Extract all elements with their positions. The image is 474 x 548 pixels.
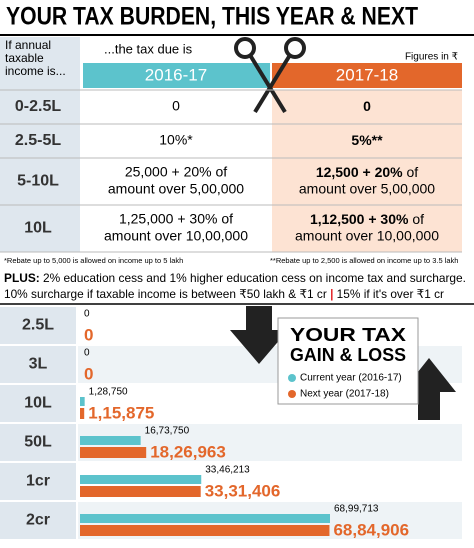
tax-2017-bold: 0 xyxy=(363,98,371,114)
value-label: 1,15,875 xyxy=(88,403,154,422)
legend-swatch xyxy=(288,374,296,382)
down-arrow xyxy=(230,306,288,364)
tax-2017-rest: of xyxy=(408,211,424,227)
plus-text: 15% if it's over ₹1 cr xyxy=(333,287,444,301)
value-label: 0 xyxy=(84,364,93,383)
title: YOUR TAX BURDEN, THIS YEAR & NEXT xyxy=(6,3,418,31)
value-label: 33,46,213 xyxy=(205,465,250,476)
plus-line: PLUS: 2% education cess and 1% higher ed… xyxy=(4,271,466,285)
value-label: 0 xyxy=(84,309,90,320)
year2-band xyxy=(272,63,462,88)
category-cell xyxy=(0,346,76,383)
legend-title: GAIN & LOSS xyxy=(290,345,406,365)
footnote: **Rebate up to 2,500 is allowed on incom… xyxy=(270,256,458,265)
tax-2017-rest: of xyxy=(403,164,419,180)
tax-2016: 0 xyxy=(172,98,180,114)
plus-line: 10% surcharge if taxable income is betwe… xyxy=(4,287,444,301)
income: 5-10L xyxy=(17,173,59,190)
category-label: 10L xyxy=(24,395,52,412)
tax-2016: amount over 5,00,000 xyxy=(108,181,244,197)
footnote: *Rebate up to 5,000 is allowed on income… xyxy=(4,256,183,265)
category-cell xyxy=(0,502,76,539)
header-income: If annual xyxy=(5,38,51,52)
value-label: 68,84,906 xyxy=(333,520,409,539)
tax-2017-bold: 12,500 + 20% xyxy=(316,164,403,180)
scissor-blade xyxy=(248,53,287,114)
legend-label: Current year (2016-17) xyxy=(300,373,402,384)
category-label: 50L xyxy=(24,434,52,451)
plus-label: PLUS: xyxy=(4,271,40,285)
bar xyxy=(80,525,330,536)
scissor-blade xyxy=(253,53,292,114)
tax-2017: amount over 5,00,000 xyxy=(299,181,435,197)
bar xyxy=(80,486,201,497)
year2-label: 2017-18 xyxy=(336,65,398,84)
header-income: taxable xyxy=(5,51,44,65)
tax-2017: 0 xyxy=(363,98,371,114)
category-label: 2cr xyxy=(26,512,50,529)
tax-2017: 1,12,500 + 30% of xyxy=(310,211,424,227)
legend-label: Next year (2017-18) xyxy=(300,389,389,400)
separator: | xyxy=(330,287,333,301)
scissor-handle xyxy=(234,37,256,59)
category-cell xyxy=(0,463,76,500)
tax-2016: 25,000 + 20% of xyxy=(125,164,227,180)
legend-title: YOUR TAX xyxy=(290,325,406,345)
value-label: 18,26,963 xyxy=(150,442,226,461)
bar xyxy=(80,408,85,419)
tax-2017: 12,500 + 20% of xyxy=(316,164,418,180)
income-column xyxy=(0,37,80,252)
category-cell xyxy=(0,307,76,344)
plus-text: 10% surcharge if taxable income is betwe… xyxy=(4,287,330,301)
bar xyxy=(80,397,85,406)
value-label: 68,99,713 xyxy=(334,504,379,515)
new-year-column xyxy=(272,90,462,252)
value-label: 0 xyxy=(84,348,90,359)
category-label: 2.5L xyxy=(22,317,54,334)
tax-2016: 10%* xyxy=(159,132,193,148)
legend-swatch xyxy=(288,390,296,398)
header-income: income is... xyxy=(5,64,66,78)
category-label: 1cr xyxy=(26,473,50,490)
bar xyxy=(80,475,202,484)
year1-band xyxy=(83,63,270,88)
header-tax-due: ...the tax due is xyxy=(104,41,193,56)
value-label: 1,28,750 xyxy=(89,387,128,398)
tax-2016: 1,25,000 + 30% of xyxy=(119,211,233,227)
bar xyxy=(80,514,330,523)
tax-2017: 5%** xyxy=(351,132,383,148)
tax-2016: amount over 10,00,000 xyxy=(104,228,248,244)
category-cell xyxy=(0,385,76,422)
income: 0-2.5L xyxy=(15,98,61,115)
tax-2017-bold: 1,12,500 + 30% xyxy=(310,211,409,227)
plus-text: 2% education cess and 1% higher educatio… xyxy=(40,271,466,285)
bar xyxy=(80,447,147,458)
category-label: 3L xyxy=(29,356,48,373)
bar xyxy=(80,436,141,445)
value-label: 0 xyxy=(84,325,93,344)
header-figures: Figures in ₹ xyxy=(405,52,458,63)
value-label: 16,73,750 xyxy=(145,426,190,437)
category-cell xyxy=(0,424,76,461)
tax-2017: amount over 10,00,000 xyxy=(295,228,439,244)
scissor-handle xyxy=(284,37,306,59)
year1-label: 2016-17 xyxy=(145,65,207,84)
legend-box xyxy=(277,317,419,405)
income: 10L xyxy=(24,220,52,237)
value-label: 33,31,406 xyxy=(205,481,281,500)
up-arrow xyxy=(402,358,456,420)
income: 2.5-5L xyxy=(15,132,61,149)
tax-2017-bold: 5%** xyxy=(351,132,383,148)
